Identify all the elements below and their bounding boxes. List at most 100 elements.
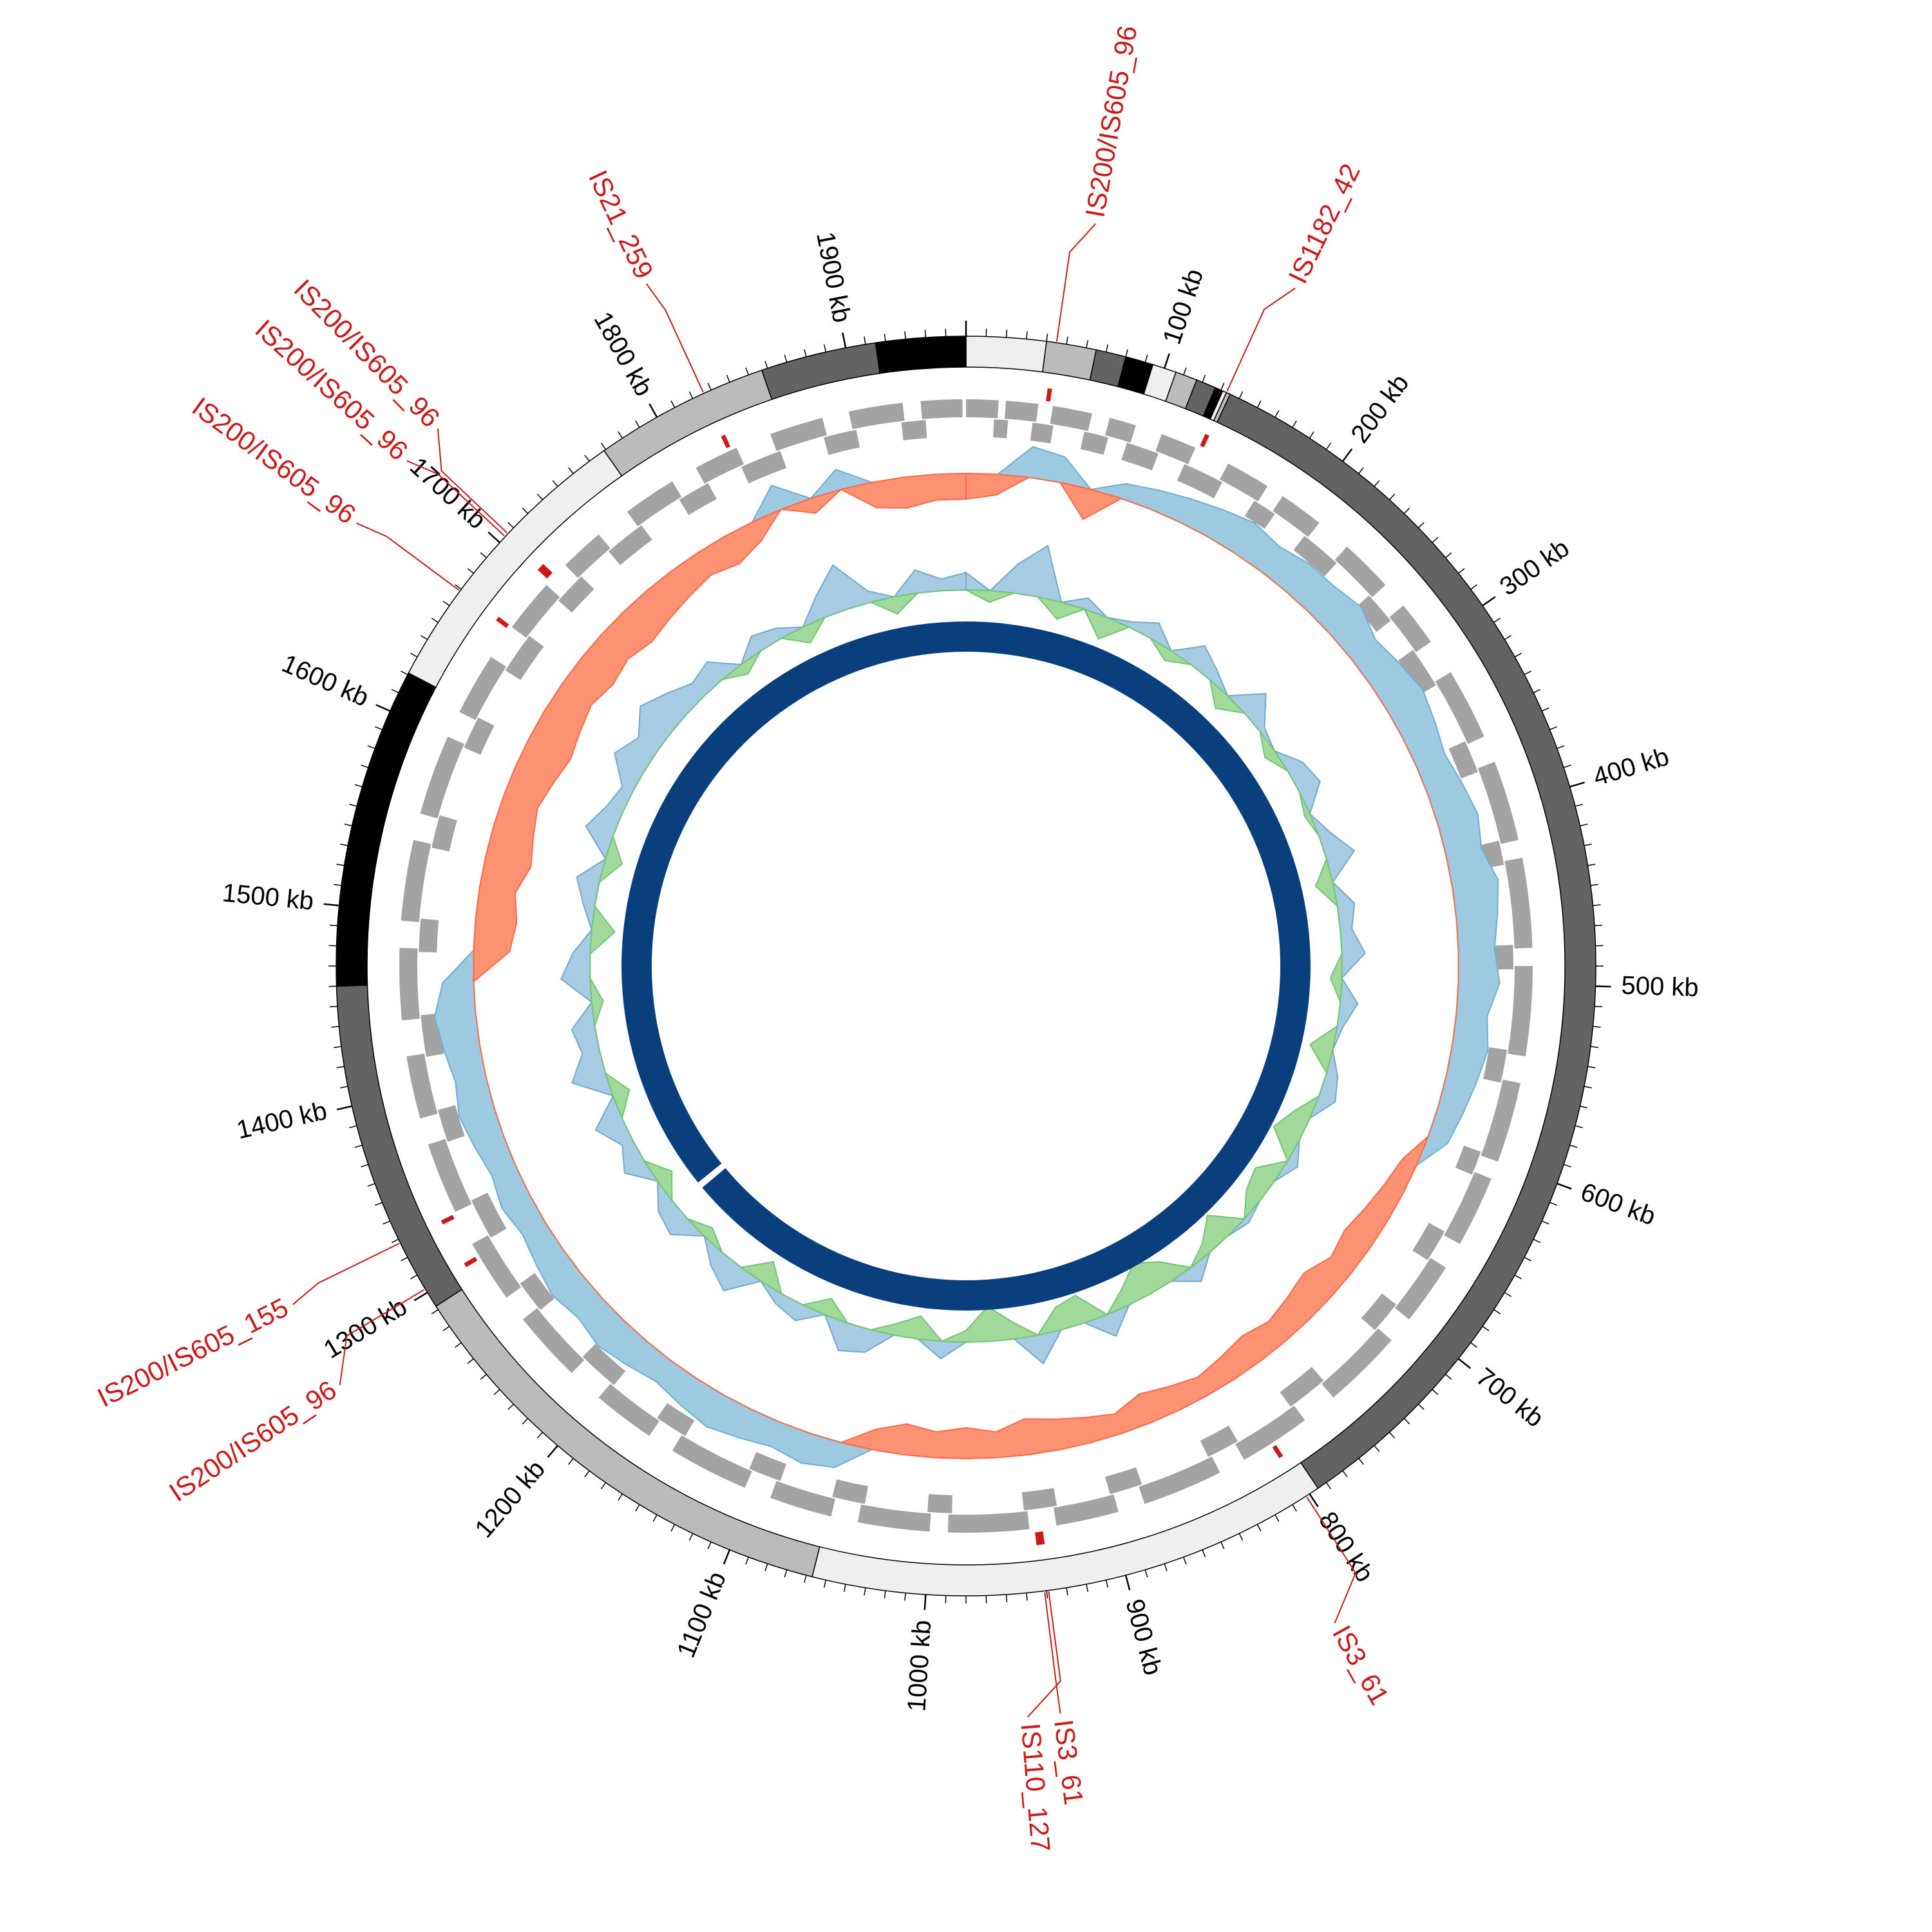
minor-tick [568, 1458, 574, 1465]
minor-tick [823, 344, 827, 352]
gene-minus [582, 1343, 626, 1385]
tick-label: 1500 kb [221, 878, 315, 915]
gene-minus [749, 1452, 787, 1481]
minor-tick [1504, 1292, 1511, 1297]
minor-tick [1458, 568, 1465, 574]
minor-tick [1183, 367, 1187, 375]
minor-tick [1493, 1309, 1501, 1314]
tick-label: 500 kb [1621, 971, 1699, 1002]
minor-tick [349, 804, 357, 807]
tick-label: 1100 kb [672, 1567, 732, 1662]
minor-tick [804, 349, 807, 357]
gene-plus [1334, 546, 1386, 598]
minor-tick [522, 1418, 529, 1425]
minor-tick [400, 1256, 408, 1262]
minor-tick [670, 400, 676, 408]
minor-tick [1575, 804, 1583, 807]
is-marker [464, 1256, 478, 1267]
minor-tick [1470, 1342, 1477, 1348]
minor-tick [584, 1470, 590, 1477]
is-leader-line [645, 283, 704, 393]
major-tick [1557, 1182, 1572, 1190]
gene-plus [459, 656, 506, 721]
minor-tick [1418, 1403, 1425, 1410]
minor-tick [745, 367, 749, 375]
karyotype-band [1042, 341, 1097, 381]
gene-plus [627, 481, 682, 527]
minor-tick [1388, 1432, 1396, 1439]
gene-minus [824, 430, 860, 455]
minor-tick [784, 1569, 788, 1578]
gene-plus [947, 1511, 1030, 1533]
minor-tick [1105, 1580, 1109, 1588]
gene-plus [770, 1481, 836, 1517]
minor-tick [1086, 1584, 1088, 1592]
minor-tick [670, 1524, 676, 1532]
minor-tick [1587, 1066, 1596, 1068]
is-leader-line [1226, 287, 1296, 392]
is-marker [1046, 388, 1052, 402]
minor-tick [1432, 1388, 1439, 1396]
karyotype-ring [336, 336, 1596, 1596]
minor-tick [400, 670, 408, 676]
minor-tick [361, 764, 369, 768]
gene-plus [399, 947, 420, 1021]
minor-tick [884, 334, 886, 342]
minor-tick [375, 726, 383, 730]
minor-tick [745, 1557, 749, 1565]
minor-tick [1274, 410, 1280, 418]
gene-minus [1356, 595, 1391, 632]
minor-tick [1164, 1563, 1168, 1571]
minor-tick [1524, 670, 1532, 676]
is-leader-line [1056, 223, 1096, 342]
tick-label: 300 kb [1495, 534, 1575, 601]
is-label: IS200/IS605_155 [93, 1292, 293, 1413]
is-label: IS200/IS605_96 [1079, 23, 1142, 220]
gene-plus [428, 1139, 472, 1212]
minor-tick [1144, 1569, 1148, 1578]
minor-tick [340, 1086, 348, 1088]
minor-tick [1403, 507, 1410, 514]
minor-tick [884, 1590, 886, 1598]
major-tick [1595, 985, 1611, 988]
minor-tick [340, 844, 348, 846]
gene-minus [1121, 442, 1159, 471]
minor-tick [1504, 635, 1511, 640]
gc-skew-negative-area [473, 472, 1459, 1460]
inner-ring-track [621, 621, 1311, 1311]
minor-tick [493, 1388, 500, 1396]
minor-tick [1541, 1220, 1549, 1225]
major-tick [1124, 1575, 1131, 1591]
tick-label: 900 kb [1120, 1596, 1167, 1678]
minor-tick [1557, 745, 1565, 749]
minor-tick [635, 1504, 640, 1511]
gene-minus [1080, 431, 1108, 455]
gene-minus [1200, 1425, 1238, 1457]
gene-plus [1105, 417, 1136, 443]
is-marker [440, 1215, 455, 1225]
is-label: IS110_127 [1016, 1722, 1056, 1853]
minor-tick [467, 568, 474, 574]
tick-label: 1200 kb [469, 1455, 551, 1543]
gene-minus [608, 525, 652, 565]
minor-tick [1046, 334, 1048, 342]
minor-tick [1256, 1524, 1262, 1532]
minor-tick [924, 329, 927, 338]
gene-track [399, 399, 1533, 1533]
gene-minus [1412, 1222, 1445, 1260]
minor-tick [334, 1046, 342, 1048]
minor-tick [584, 455, 590, 462]
minor-tick [1590, 1046, 1598, 1048]
minor-tick [1569, 1144, 1578, 1148]
minor-tick [431, 618, 439, 623]
minor-tick [336, 864, 345, 866]
minor-tick [764, 1563, 768, 1571]
gene-plus [966, 399, 999, 419]
is-label: IS3_61 [1327, 1620, 1395, 1710]
gene-plus [1477, 761, 1519, 844]
is-marker [1200, 433, 1209, 448]
karyotype-band [811, 1462, 1319, 1596]
minor-tick [480, 1374, 487, 1380]
is-marker [1038, 1531, 1045, 1545]
